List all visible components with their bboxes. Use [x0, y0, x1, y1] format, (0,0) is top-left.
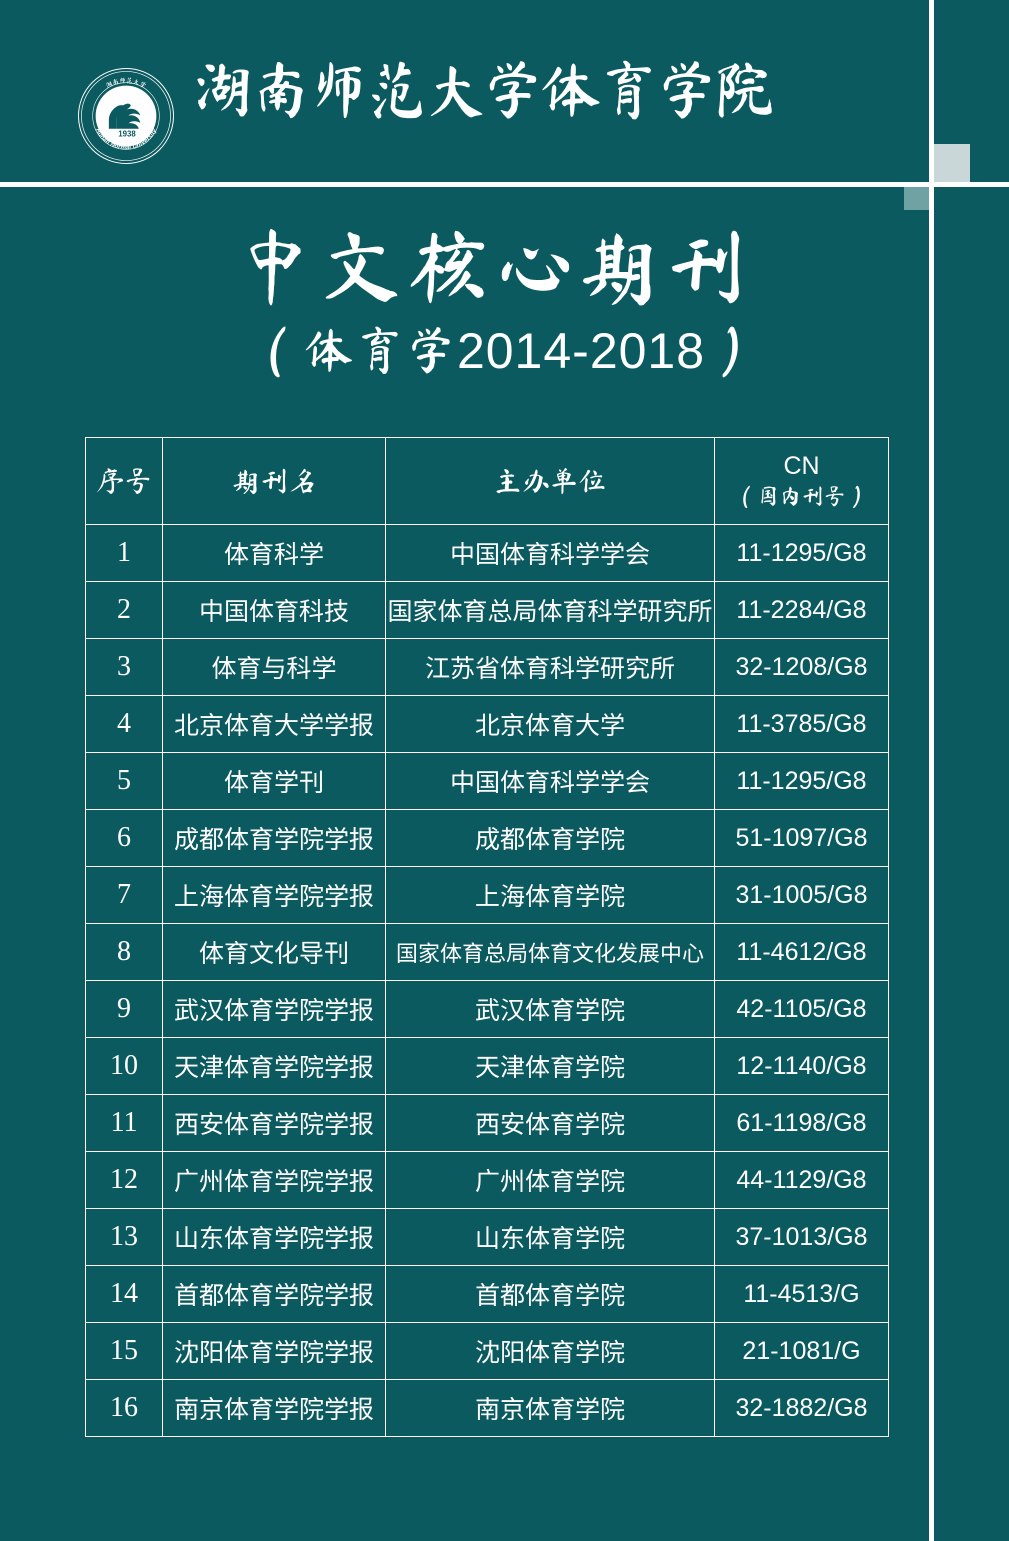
svg-text:1938: 1938	[118, 130, 136, 139]
